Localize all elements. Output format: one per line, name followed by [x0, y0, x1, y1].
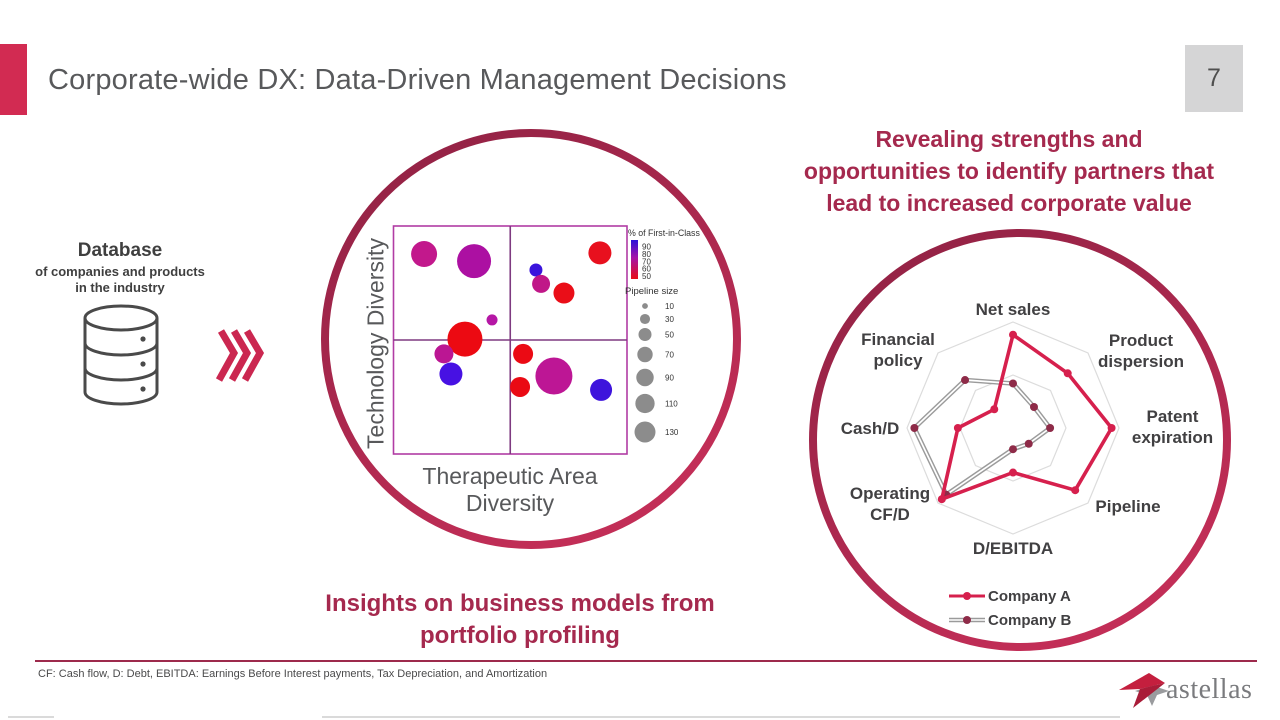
svg-text:70: 70	[665, 351, 674, 360]
svg-text:90: 90	[642, 243, 651, 252]
radar-label-cash-d: Cash/D	[840, 419, 900, 438]
legend-company-a-label: Company A	[988, 587, 1071, 605]
svg-text:% of First-in-Class: % of First-in-Class	[628, 228, 700, 238]
radar-label-d-ebitda: D/EBITDA	[972, 539, 1054, 558]
svg-text:Pipeline size: Pipeline size	[625, 286, 678, 297]
revealing-caption: Revealing strengths and opportunities to…	[762, 123, 1256, 219]
svg-text:10: 10	[665, 302, 674, 311]
page-number-box: 7	[1185, 45, 1243, 112]
svg-text:50: 50	[642, 272, 651, 281]
svg-text:130: 130	[665, 428, 679, 437]
legend-row-company-a: Company A	[948, 584, 1071, 608]
insights-caption-line2: portfolio profiling	[420, 622, 620, 649]
legend-row-company-b: Company B	[948, 608, 1071, 632]
radar-label-financial-policy: Financial policy	[861, 330, 935, 370]
astellas-wordmark: astellas	[1166, 674, 1253, 705]
radar-label-net-sales: Net sales	[975, 300, 1051, 319]
radar-label-product-dispersion: Product dispersion	[1098, 331, 1184, 371]
svg-text:90: 90	[665, 374, 674, 383]
scatter-y-axis-label: Technology Diversity	[362, 238, 389, 449]
astellas-logo-icon	[1119, 673, 1169, 708]
database-icon	[83, 304, 159, 406]
insights-caption-line1: Insights on business models from	[325, 590, 715, 617]
bottom-edge-line	[8, 716, 54, 718]
svg-text:110: 110	[665, 400, 678, 409]
right-circle-frame	[809, 229, 1231, 651]
triple-chevron-icon	[216, 329, 265, 382]
legend-company-b-label: Company B	[988, 611, 1072, 629]
page-title: Corporate-wide DX: Data-Driven Managemen…	[48, 64, 787, 96]
svg-text:80: 80	[642, 250, 651, 259]
revealing-caption-line2: opportunities to identify partners that	[803, 158, 1215, 184]
insights-caption: Insights on business models from portfol…	[270, 588, 770, 652]
svg-text:60: 60	[642, 265, 651, 274]
bottom-edge-line	[322, 716, 1120, 718]
footnote: CF: Cash flow, D: Debt, EBITDA: Earnings…	[38, 668, 548, 680]
radar-label-pipeline: Pipeline	[1095, 497, 1161, 516]
radar-chart	[906, 321, 1120, 535]
page-number: 7	[1207, 64, 1221, 92]
radar-label-operating-cf-d: Operating CF/D	[849, 484, 931, 524]
svg-text:30: 30	[665, 315, 674, 324]
company-a-marker-icon	[949, 592, 985, 600]
svg-text:50: 50	[665, 331, 674, 340]
database-subtitle-1: of companies and products	[35, 264, 205, 279]
revealing-caption-line1: Revealing strengths and	[875, 126, 1143, 152]
database-title: Database	[77, 240, 163, 261]
svg-text:70: 70	[642, 257, 651, 266]
radar-legend: Company A Company B	[948, 584, 1071, 632]
footnote-rule	[35, 660, 1257, 662]
scatter-x-axis-label: Therapeutic Area Diversity	[422, 463, 598, 516]
database-subtitle-2: in the industry	[75, 280, 165, 295]
radar-label-patent-expiration: Patent expiration	[1131, 407, 1214, 447]
accent-bar	[0, 44, 27, 115]
company-b-marker-icon	[949, 616, 985, 624]
revealing-caption-line3: lead to increased corporate value	[826, 190, 1192, 216]
